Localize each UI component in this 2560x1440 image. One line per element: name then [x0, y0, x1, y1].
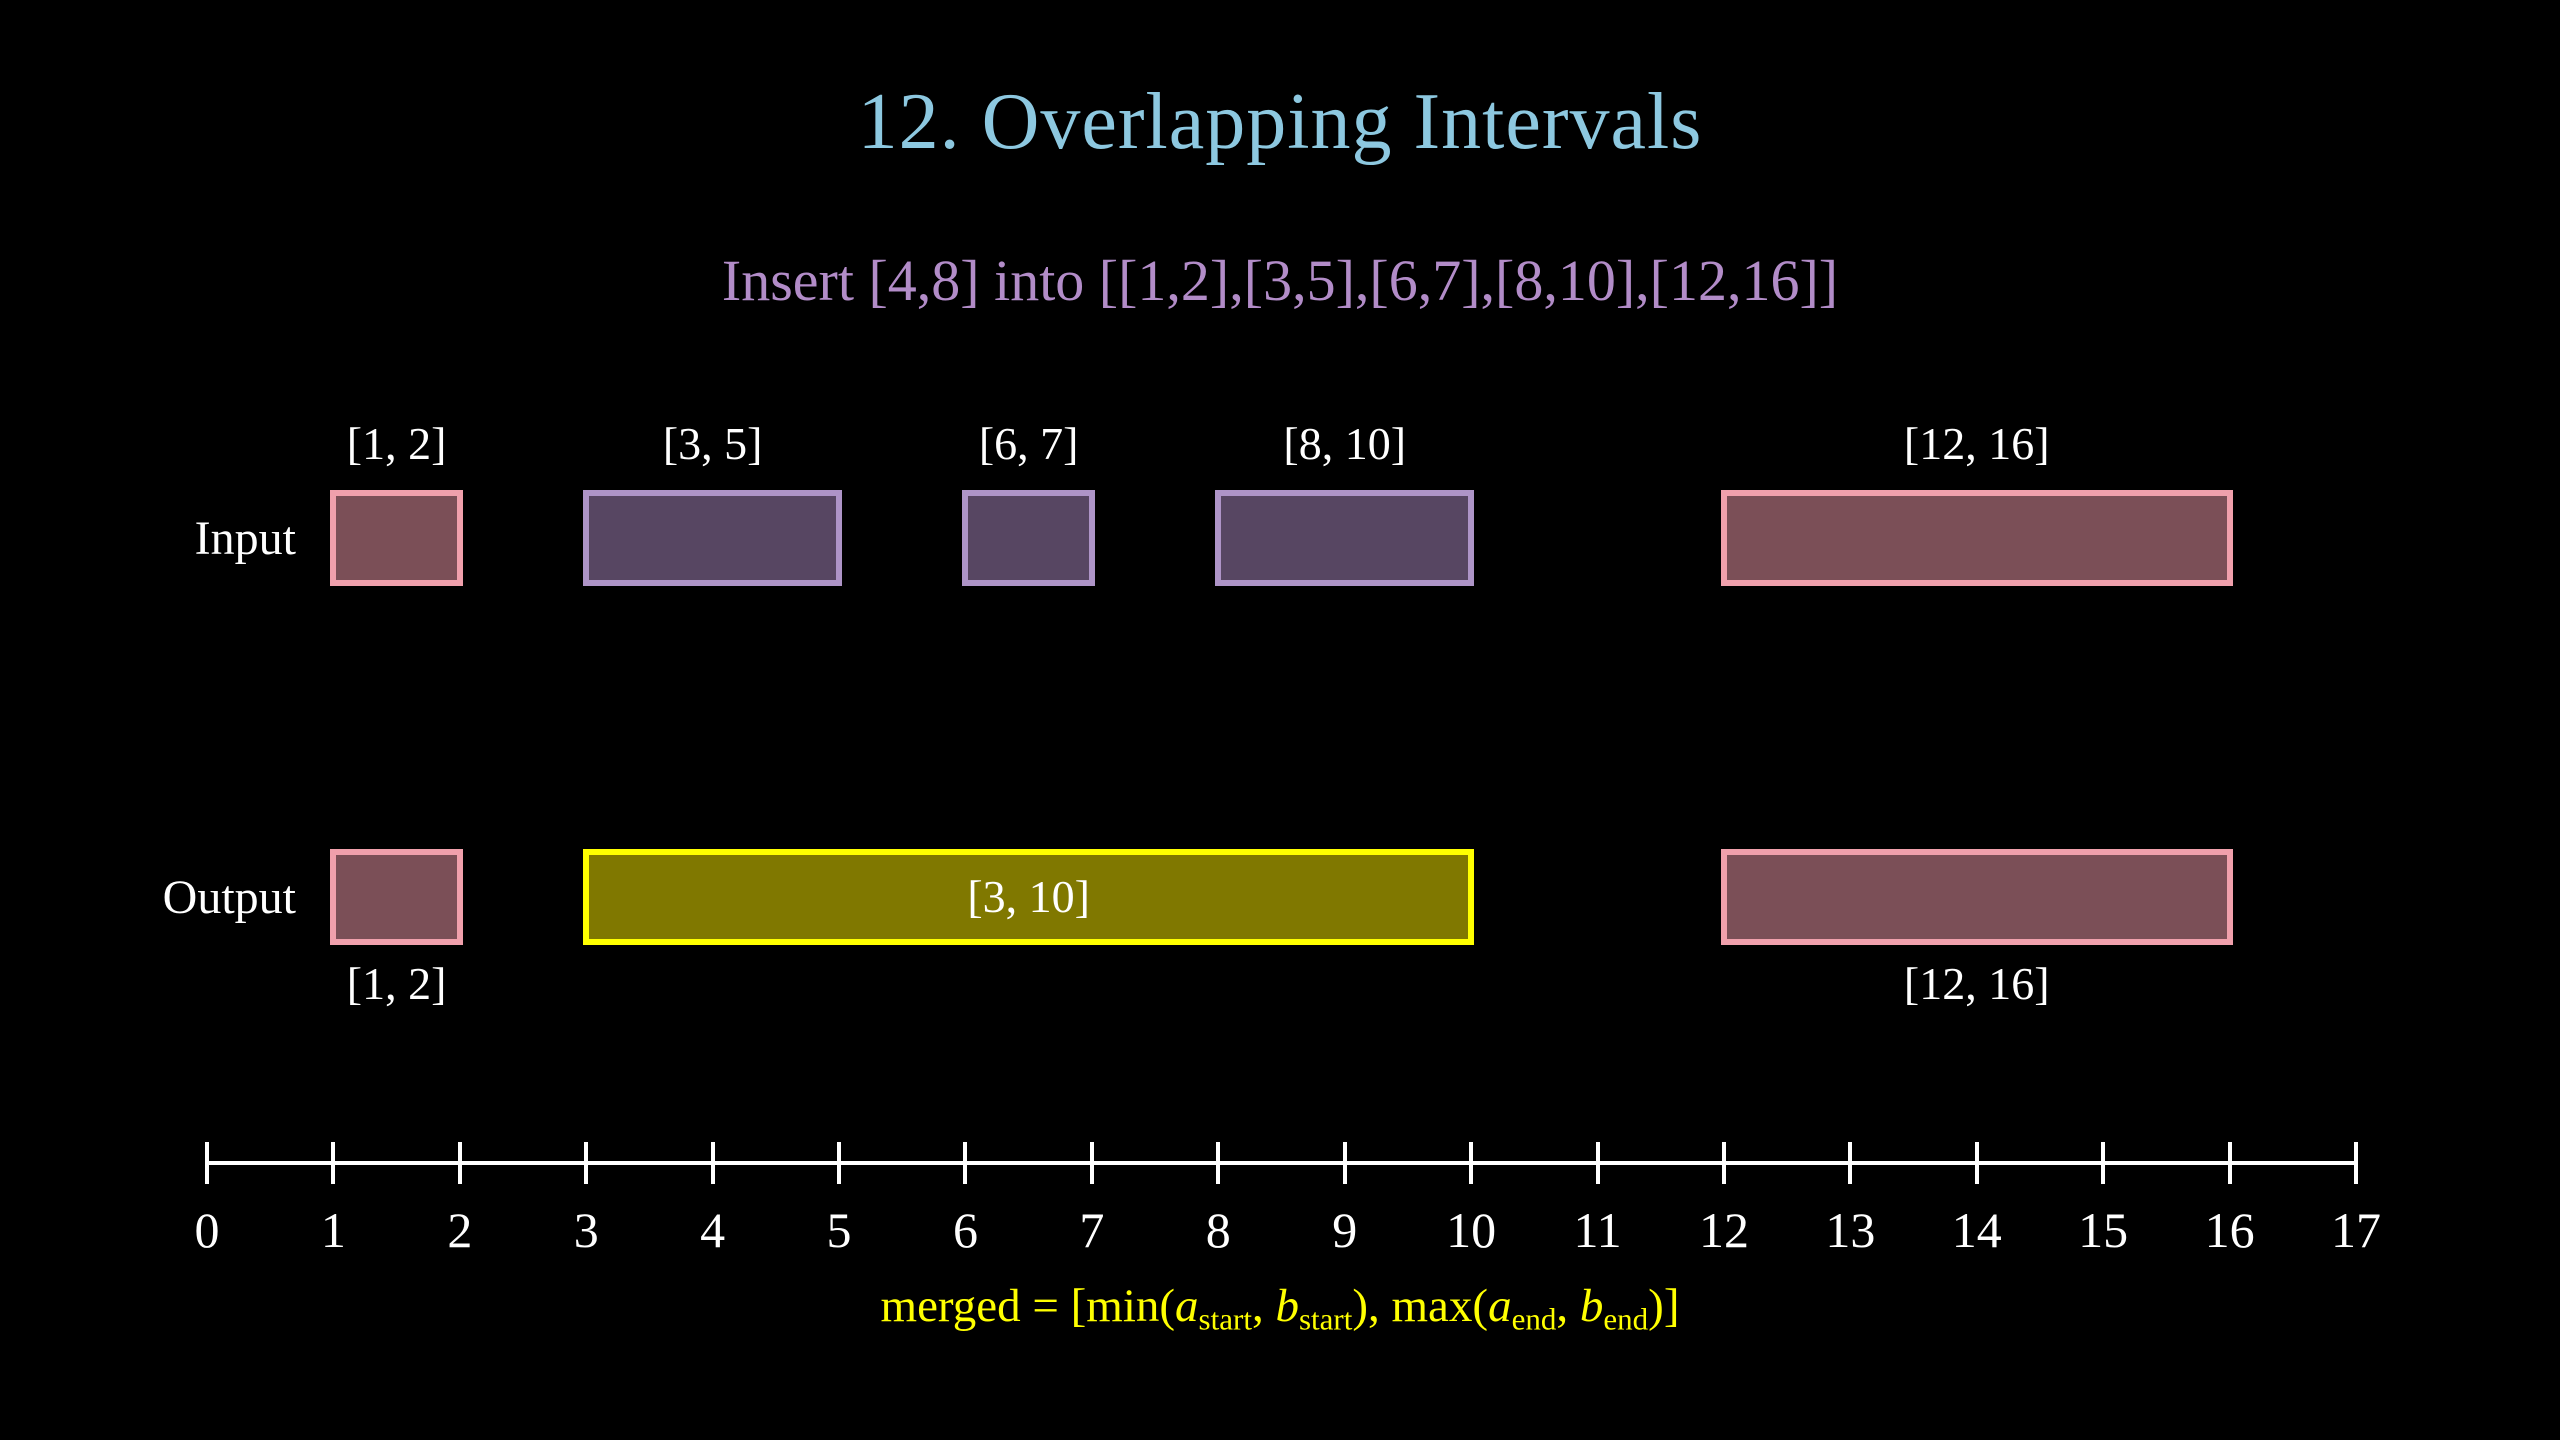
formula-text: merged = [min( — [880, 1280, 1176, 1332]
axis-tick — [1974, 1142, 1979, 1184]
output-interval-rect: [3, 10] — [583, 849, 1475, 945]
axis-tick-label: 0 — [194, 1202, 220, 1258]
output-interval-label: [1, 2] — [346, 958, 447, 1009]
axis-tick-label: 12 — [1698, 1202, 1749, 1258]
axis-tick-label: 6 — [952, 1202, 978, 1258]
input-row-label: Input — [194, 511, 296, 565]
axis-tick — [584, 1142, 589, 1184]
formula-text: )] — [1648, 1280, 1680, 1332]
output-interval-rect — [330, 849, 463, 945]
axis-tick-label: 8 — [1205, 1202, 1231, 1258]
formula-variable: b — [1275, 1280, 1299, 1332]
axis-tick-label: 10 — [1446, 1202, 1497, 1258]
axis-tick-label: 13 — [1825, 1202, 1876, 1258]
axis-tick-label: 14 — [1951, 1202, 2002, 1258]
formula-subscript: end — [1511, 1301, 1557, 1337]
formula-variable: a — [1175, 1280, 1199, 1332]
axis-tick — [837, 1142, 842, 1184]
axis-tick — [1721, 1142, 1726, 1184]
formula-variable: a — [1488, 1280, 1512, 1332]
output-interval-label: [12, 16] — [1903, 958, 2050, 1009]
axis-tick-label: 3 — [573, 1202, 599, 1258]
axis-tick — [963, 1142, 968, 1184]
axis-tick — [205, 1142, 209, 1184]
formula-text: , — [1251, 1280, 1276, 1332]
axis-tick-label: 5 — [826, 1202, 852, 1258]
formula-subscript: start — [1198, 1301, 1252, 1337]
output-row-label: Output — [162, 870, 296, 924]
axis-tick — [1216, 1142, 1221, 1184]
axis-tick — [1595, 1142, 1600, 1184]
axis-tick-label: 7 — [1079, 1202, 1105, 1258]
axis-tick — [2227, 1142, 2232, 1184]
formula-text: , — [1556, 1280, 1580, 1332]
input-interval-label: [8, 10] — [1283, 418, 1407, 469]
axis-tick-label: 1 — [320, 1202, 346, 1258]
input-interval-rect — [1720, 490, 2233, 586]
slide-title: 12. Overlapping Intervals — [857, 78, 1703, 166]
formula-subscript: end — [1603, 1301, 1649, 1337]
axis-tick — [1848, 1142, 1853, 1184]
axis-tick-label: 17 — [2331, 1202, 2381, 1258]
axis-tick-label: 2 — [447, 1202, 473, 1258]
axis-tick-label: 15 — [2078, 1202, 2129, 1258]
axis-tick — [2101, 1142, 2106, 1184]
input-interval-rect — [1215, 490, 1475, 586]
input-interval-rect — [962, 490, 1095, 586]
input-interval-rect — [583, 490, 843, 586]
axis-tick-label: 16 — [2204, 1202, 2255, 1258]
formula-subscript: start — [1298, 1301, 1353, 1337]
formula-text: ), max( — [1352, 1280, 1489, 1332]
axis-tick — [1469, 1142, 1474, 1184]
axis-tick — [457, 1142, 462, 1184]
axis-tick — [2354, 1142, 2358, 1184]
axis-tick — [331, 1142, 336, 1184]
input-interval-rect — [330, 490, 463, 586]
problem-statement: Insert [4,8] into [[1,2],[3,5],[6,7],[8,… — [721, 248, 1839, 313]
axis-tick-label: 9 — [1332, 1202, 1358, 1258]
output-interval-rect — [1720, 849, 2233, 945]
input-interval-label: [3, 5] — [662, 418, 763, 469]
axis-line — [207, 1161, 2356, 1165]
axis-tick — [1089, 1142, 1094, 1184]
output-interval-label: [3, 10] — [967, 871, 1090, 922]
axis-tick-label: 4 — [700, 1202, 726, 1258]
input-interval-label: [1, 2] — [346, 418, 447, 469]
formula-variable: b — [1579, 1280, 1604, 1332]
merge-formula: merged = [min(astart, bstart), max(aend,… — [0, 1278, 2560, 1338]
axis-tick — [710, 1142, 715, 1184]
axis-tick — [1342, 1142, 1347, 1184]
input-interval-label: [6, 7] — [978, 418, 1079, 469]
axis-tick-label: 11 — [1573, 1202, 1622, 1258]
input-interval-label: [12, 16] — [1903, 418, 2050, 469]
